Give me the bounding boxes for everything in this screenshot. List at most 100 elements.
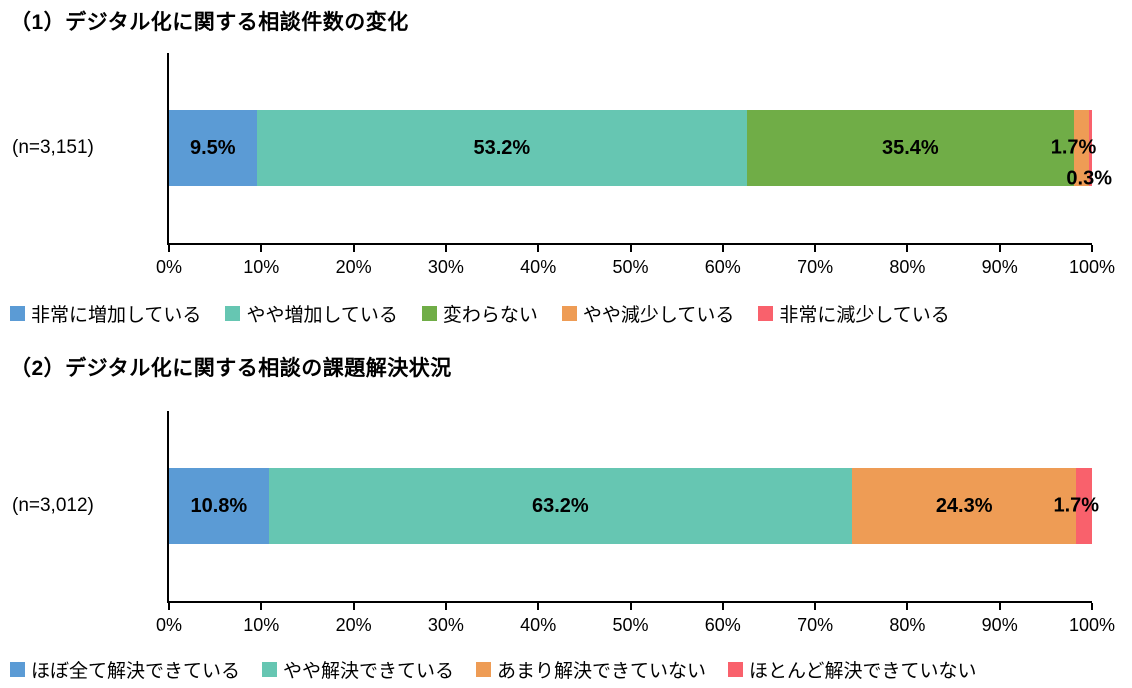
y-axis-line (167, 53, 169, 245)
chart-problem-resolution: （2）デジタル化に関する相談の課題解決状況 (n=3,012) 10.8% 63.… (10, 354, 1132, 683)
bar-segment-label: 10.8% (190, 494, 248, 517)
chart-title: （1）デジタル化に関する相談件数の変化 (10, 11, 409, 34)
x-axis-tick (906, 245, 909, 252)
bar-segment-label: 9.5% (190, 136, 236, 159)
bar-segment: 9.5% (169, 110, 257, 186)
legend-item: 非常に増加している (10, 300, 201, 327)
bar-segment (1076, 468, 1092, 544)
x-axis-tick-label: 30% (427, 615, 464, 635)
legend-label: やや解決できている (283, 661, 455, 682)
x-axis-tick-label: 40% (520, 257, 557, 277)
x-axis-tick-label: 60% (704, 615, 741, 635)
x-axis-tick (444, 245, 447, 252)
x-axis-tick (721, 245, 724, 252)
x-axis-tick (537, 245, 540, 252)
legend-label: 非常に増加している (31, 305, 202, 326)
legend-swatch-icon (262, 662, 278, 677)
legend-label: 変わらない (442, 305, 538, 326)
bar-segment-callout-label: 1.7% (1053, 494, 1100, 517)
chart-body: (n=3,012) 10.8% 63.2% 24.3% 1.7% 0% 10% 20% 30… (10, 411, 1132, 635)
x-axis-tick-label: 80% (889, 615, 926, 635)
y-axis-line (167, 411, 169, 603)
x-axis-line (167, 601, 1092, 603)
legend-swatch-icon (561, 306, 577, 321)
legend-item: ほぼ全て解決できている (10, 656, 240, 683)
x-axis-line (167, 243, 1092, 245)
legend-item: あまり解決できていない (476, 656, 706, 683)
legend-swatch-icon (10, 306, 25, 321)
bar-segment-label: 53.2% (473, 136, 531, 159)
bar-segment: 35.4% (747, 110, 1074, 186)
x-axis-tick-label: 80% (889, 257, 926, 277)
stacked-bar: 10.8% 63.2% 24.3% (169, 468, 1092, 544)
legend-item: 非常に減少している (758, 300, 950, 327)
bar-segment-callout-label: 1.7% (1050, 136, 1097, 159)
x-axis-tick (352, 245, 355, 252)
x-axis-tick-label: 50% (612, 257, 649, 277)
legend-label: やや増加している (246, 305, 398, 326)
legend-swatch-icon (421, 306, 437, 321)
bar-segment-label: 24.3% (935, 494, 993, 517)
x-axis-tick-label: 60% (704, 257, 741, 277)
bar-segment: 63.2% (268, 468, 853, 544)
x-axis-tick-label: 10% (243, 615, 280, 635)
x-axis-tick (168, 245, 170, 252)
x-axis-tick (998, 245, 1001, 252)
x-axis-tick (260, 603, 263, 610)
x-axis-tick (629, 245, 632, 252)
bar-segment (1089, 110, 1092, 186)
stacked-bar: 9.5% 53.2% 35.4% (169, 110, 1092, 186)
sample-size-label: (n=3,151) (12, 137, 94, 158)
x-axis-tick (998, 603, 1001, 610)
x-axis-tick-label: 100% (1068, 257, 1116, 277)
legend-swatch-icon (758, 306, 774, 321)
legend-swatch-icon (728, 662, 744, 677)
x-axis-tick (168, 603, 170, 610)
x-axis-tick (906, 603, 909, 610)
x-axis-tick (260, 245, 263, 252)
legend-label: ほとんど解決できていない (749, 661, 977, 682)
legend-item: ほとんど解決できていない (728, 656, 976, 683)
x-axis-tick-label: 90% (981, 257, 1018, 277)
x-axis-tick-label: 70% (797, 257, 834, 277)
x-axis-tick-label: 0% (155, 257, 182, 277)
legend-swatch-icon (225, 306, 241, 321)
x-axis-tick (814, 245, 817, 252)
bar-segment: 24.3% (852, 468, 1077, 544)
legend-label: あまり解決できていない (497, 661, 707, 682)
x-axis-tick (814, 603, 817, 610)
bar-segment-label: 63.2% (532, 494, 589, 517)
chart-title: （2）デジタル化に関する相談の課題解決状況 (10, 357, 452, 380)
x-axis-tick (721, 603, 724, 610)
x-axis-tick (537, 603, 540, 610)
x-axis-tick-label: 30% (427, 257, 464, 277)
x-axis-tick (1091, 245, 1093, 252)
x-axis-tick-label: 90% (981, 615, 1018, 635)
legend-item: やや減少している (561, 300, 735, 327)
bar-segment-callout-label: 0.3% (1066, 167, 1113, 190)
legend-swatch-icon (10, 662, 25, 677)
sample-size-label: (n=3,012) (12, 495, 94, 516)
legend-label: 非常に減少している (779, 305, 950, 326)
x-axis-tick (1091, 603, 1093, 610)
x-axis-tick-label: 50% (612, 615, 649, 635)
bar-segment: 53.2% (256, 110, 748, 186)
legend-item: やや増加している (225, 300, 398, 327)
legend-label: やや減少している (582, 305, 735, 326)
legend-swatch-icon (476, 662, 492, 677)
chart-body: (n=3,151) 9.5% 53.2% 35.4% 1.7% 0.3% 0% 10% 20… (10, 53, 1132, 277)
legend-label: ほぼ全て解決できている (31, 661, 241, 682)
x-axis-tick (629, 603, 632, 610)
bar-segment: 10.8% (169, 468, 269, 544)
chart-consultation-volume: （1）デジタル化に関する相談件数の変化 (n=3,151) 9.5% 53.2% 3… (10, 8, 1132, 327)
x-axis-tick-label: 70% (797, 615, 834, 635)
bar-segment (1073, 110, 1090, 186)
legend: 非常に増加している やや増加している 変わらない やや減少している 非常に減少している (10, 300, 1132, 327)
legend-item: やや解決できている (262, 656, 454, 683)
x-axis-tick-label: 20% (335, 615, 372, 635)
x-axis-tick (352, 603, 355, 610)
legend: ほぼ全て解決できている やや解決できている あまり解決できていない ほとんど解決できて… (10, 656, 1132, 683)
plot-area: 10.8% 63.2% 24.3% 1.7% 0% 10% 20% 30% 40% 50% 60%… (156, 411, 1115, 635)
legend-item: 変わらない (421, 300, 538, 327)
